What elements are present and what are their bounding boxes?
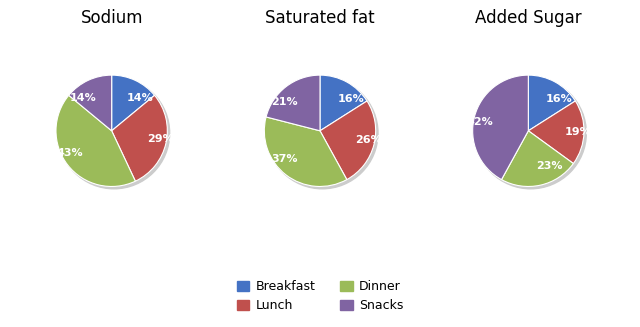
Title: Saturated fat: Saturated fat bbox=[265, 9, 375, 27]
Wedge shape bbox=[320, 101, 376, 180]
Wedge shape bbox=[320, 75, 367, 131]
Wedge shape bbox=[56, 95, 136, 186]
Text: 14%: 14% bbox=[127, 93, 154, 103]
Text: 19%: 19% bbox=[564, 127, 591, 137]
Text: 42%: 42% bbox=[467, 117, 493, 127]
Text: 14%: 14% bbox=[70, 93, 96, 103]
Wedge shape bbox=[529, 101, 584, 164]
Text: 37%: 37% bbox=[271, 154, 298, 164]
Circle shape bbox=[267, 77, 378, 189]
Text: 26%: 26% bbox=[355, 135, 382, 145]
Wedge shape bbox=[473, 75, 529, 180]
Wedge shape bbox=[502, 131, 573, 186]
Text: 16%: 16% bbox=[337, 94, 364, 104]
Circle shape bbox=[475, 77, 586, 189]
Text: 29%: 29% bbox=[147, 134, 173, 144]
Title: Added Sugar: Added Sugar bbox=[475, 9, 582, 27]
Wedge shape bbox=[111, 75, 155, 131]
Wedge shape bbox=[68, 75, 111, 131]
Wedge shape bbox=[264, 117, 347, 186]
Wedge shape bbox=[266, 75, 320, 131]
Text: 21%: 21% bbox=[271, 97, 298, 107]
Wedge shape bbox=[529, 75, 575, 131]
Text: 16%: 16% bbox=[546, 94, 573, 104]
Wedge shape bbox=[111, 95, 167, 181]
Text: 23%: 23% bbox=[536, 161, 563, 171]
Title: Sodium: Sodium bbox=[81, 9, 143, 27]
Legend: Breakfast, Lunch, Dinner, Snacks: Breakfast, Lunch, Dinner, Snacks bbox=[232, 275, 408, 318]
Circle shape bbox=[58, 77, 170, 189]
Text: 43%: 43% bbox=[56, 148, 83, 158]
